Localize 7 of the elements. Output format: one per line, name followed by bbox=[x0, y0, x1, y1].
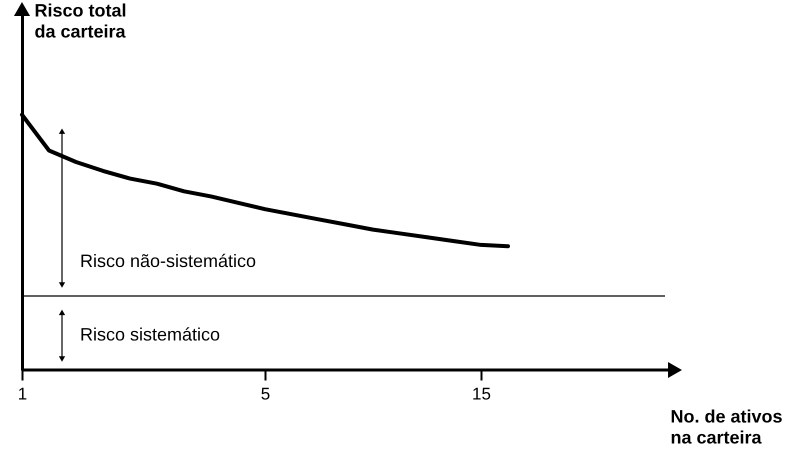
x-axis-title: No. de ativos na carteira bbox=[670, 406, 783, 448]
x-tick-label: 5 bbox=[260, 384, 270, 404]
y-axis-title: Risco total da carteira bbox=[34, 0, 127, 42]
x-tick-label: 1 bbox=[18, 384, 28, 404]
x-tick-label: 15 bbox=[472, 384, 491, 404]
annotation: Risco sistemático bbox=[80, 324, 220, 345]
annotation: Risco não-sistemático bbox=[80, 250, 256, 271]
